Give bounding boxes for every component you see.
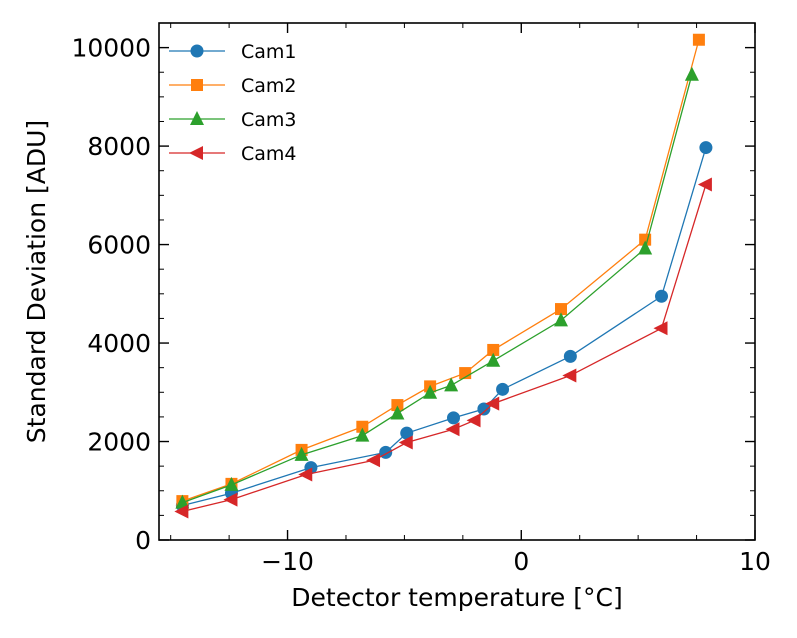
legend-label-cam4: Cam4: [241, 143, 297, 165]
data-point-cam1: [655, 289, 669, 303]
y-axis-label: Standard Deviation [ADU]: [22, 120, 51, 443]
data-point-cam1: [496, 382, 510, 396]
data-point-cam3: [486, 352, 501, 367]
data-point-cam3: [175, 494, 190, 509]
plot-area: −10 0 10 0 2000 4000 6000 8000 10000: [71, 22, 771, 576]
series-line-cam1: [182, 147, 707, 507]
series-line-cam4: [182, 184, 707, 513]
legend-marker-cam1: [190, 44, 204, 58]
data-point-cam3: [224, 476, 239, 491]
legend-marker-cam2: [191, 79, 203, 91]
legend-marker-cam4: [189, 146, 203, 160]
data-point-cam4: [653, 321, 668, 336]
plot-frame: [158, 22, 756, 541]
y-tick-label: 0: [135, 526, 151, 555]
x-tick-label: 10: [739, 547, 771, 576]
data-point-cam1: [446, 411, 460, 425]
data-point-cam4: [366, 453, 381, 468]
data-point-cam4: [174, 504, 189, 519]
y-tick-label: 8000: [87, 132, 151, 161]
data-point-cam3: [444, 377, 459, 392]
y-tick-label: 10000: [71, 34, 151, 63]
data-point-cam3: [638, 240, 653, 255]
x-tick-label: 0: [513, 547, 529, 576]
data-point-cam4: [445, 422, 460, 437]
x-axis-label: Detector temperature [°C]: [291, 583, 622, 612]
data-point-cam2: [356, 420, 369, 433]
data-point-cam3: [294, 446, 309, 461]
data-point-cam4: [485, 396, 500, 411]
legend-marker-cam3: [190, 111, 204, 125]
data-point-cam1: [400, 426, 414, 440]
data-point-cam3: [684, 66, 699, 81]
legend: Cam1 Cam2 Cam3 Cam4: [169, 41, 297, 165]
data-point-cam2: [391, 399, 404, 412]
legend-label-cam2: Cam2: [241, 75, 297, 97]
data-point-cam4: [398, 435, 413, 450]
y-tick-label: 6000: [87, 231, 151, 260]
data-point-cam1: [699, 141, 713, 155]
legend-label-cam1: Cam1: [241, 41, 297, 63]
data-point-cam1: [477, 402, 491, 416]
series-line-cam3: [182, 74, 693, 504]
data-point-cam3: [390, 405, 405, 420]
data-point-cam2: [487, 343, 500, 356]
data-point-cam2: [692, 33, 705, 46]
x-tick-label: −10: [261, 547, 314, 576]
data-point-cam1: [563, 349, 577, 363]
data-point-cam4: [466, 413, 481, 428]
legend-label-cam3: Cam3: [241, 109, 297, 131]
data-point-cam2: [555, 303, 568, 316]
y-tick-label: 2000: [87, 428, 151, 457]
data-point-cam4: [298, 467, 313, 482]
data-point-cam3: [423, 384, 438, 399]
data-point-cam3: [554, 312, 569, 327]
data-point-cam4: [562, 368, 577, 383]
data-point-cam3: [355, 427, 370, 442]
data-point-cam4: [223, 492, 238, 507]
y-tick-label: 4000: [87, 329, 151, 358]
data-point-cam4: [697, 177, 712, 192]
